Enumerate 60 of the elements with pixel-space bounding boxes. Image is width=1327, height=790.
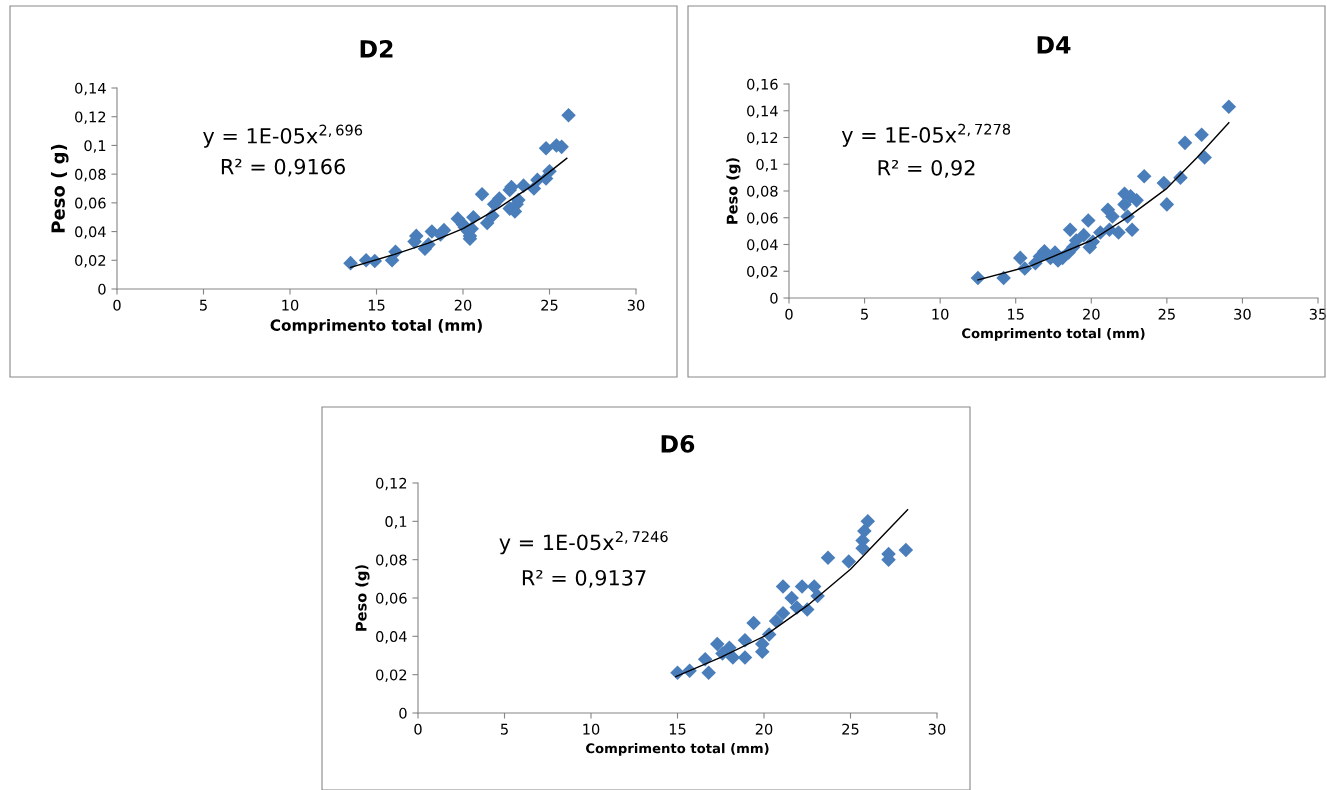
x-tick-label: 5	[861, 308, 868, 320]
y-tick-label: 0,12	[75, 111, 106, 124]
y-tick-label: 0,08	[75, 168, 106, 182]
x-tick-label: 35	[1309, 308, 1326, 320]
x-tick-label: 10	[583, 723, 600, 735]
annotation: R² = 0,92	[878, 159, 975, 178]
y-tick-label: 0,1	[385, 516, 407, 529]
x-tick-label: 10	[932, 308, 949, 320]
x-tick-label: 5	[500, 723, 508, 735]
y-axis-title: Peso ( g)	[50, 144, 69, 233]
y-tick-label: 0,1	[84, 140, 106, 153]
annotation: y = 1E-05x$^{2,696}$	[203, 124, 363, 148]
x-tick-label: 20	[1083, 308, 1100, 320]
x-tick-label: 30	[627, 299, 645, 311]
y-tick-label: 0	[399, 707, 407, 719]
x-tick-label: 0	[414, 723, 422, 735]
annotation: R² = 0,9166	[221, 158, 345, 177]
x-axis-title: Comprimento total (mm)	[270, 319, 482, 334]
y-tick-label: 0,06	[747, 212, 778, 225]
x-tick-label: 25	[541, 299, 558, 311]
y-tick-label: 0,16	[747, 78, 778, 92]
x-tick-label: 30	[928, 723, 946, 735]
y-tick-label: 0,14	[75, 82, 106, 96]
x-tick-label: 15	[368, 299, 385, 311]
x-axis-title: Comprimento total (mm)	[962, 328, 1145, 341]
annotation: y = 1E-05x$^{2,7278}$	[841, 123, 1011, 147]
y-axis-title: Peso (g)	[726, 158, 741, 224]
annotation: y = 1E-05x$^{2,7246}$	[499, 531, 668, 555]
y-tick-label: 0,06	[376, 592, 407, 606]
y-tick-label: 0,06	[75, 197, 106, 211]
x-tick-label: 0	[785, 308, 793, 320]
y-tick-label: 0,12	[376, 477, 407, 491]
y-tick-label: 0,04	[75, 226, 106, 239]
x-tick-label: 15	[669, 723, 686, 735]
x-tick-label: 20	[755, 723, 773, 735]
y-tick-label: 0,08	[747, 185, 778, 199]
y-tick-label: 0,02	[376, 669, 407, 682]
y-tick-label: 0	[98, 283, 106, 295]
chart-title: D4	[1037, 36, 1071, 54]
y-tick-label: 0,04	[747, 239, 778, 252]
x-tick-label: 25	[1158, 308, 1175, 320]
x-tick-label: 20	[454, 299, 472, 311]
y-tick-label: 0,12	[747, 132, 778, 145]
x-tick-label: 25	[842, 723, 859, 735]
x-tick-label: 5	[199, 299, 207, 311]
chart-title: D2	[360, 39, 393, 58]
y-tick-label: 0,1	[756, 158, 778, 172]
y-tick-label: 0,08	[376, 554, 407, 567]
y-axis-title: Peso (g)	[355, 565, 370, 631]
annotation: R² = 0,9137	[522, 569, 646, 588]
x-axis-title: Comprimento total (mm)	[586, 743, 769, 756]
y-tick-label: 0,14	[747, 105, 778, 118]
y-tick-label: 0,02	[75, 255, 106, 268]
y-tick-label: 0,04	[376, 631, 407, 644]
y-tick-label: 0,02	[747, 265, 778, 279]
x-tick-label: 30	[1234, 308, 1251, 320]
x-tick-label: 10	[282, 299, 299, 311]
x-tick-label: 15	[1008, 308, 1024, 320]
chart-title: D6	[661, 434, 695, 453]
x-tick-label: 0	[113, 299, 121, 311]
